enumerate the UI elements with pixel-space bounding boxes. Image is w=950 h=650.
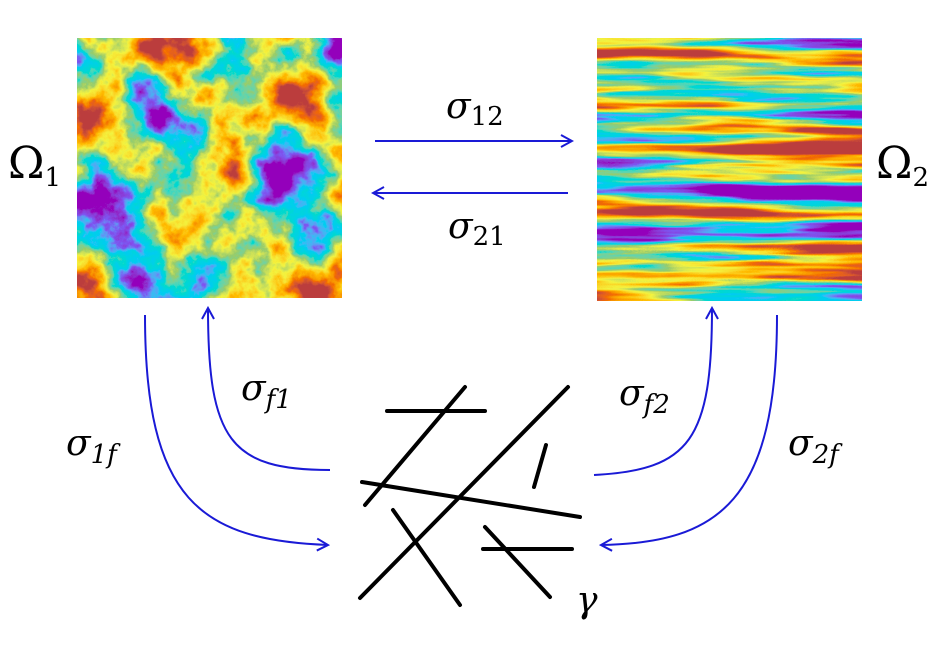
symbol: σ: [788, 423, 814, 464]
label-gamma: γ: [576, 580, 598, 621]
subscript: f1: [264, 385, 292, 415]
domain-2-field: [597, 38, 862, 301]
subscript: 21: [473, 222, 506, 252]
label-sigma12: σ12: [446, 86, 504, 132]
domain-1-field: [77, 38, 342, 298]
subscript: 1f: [91, 440, 122, 470]
fracture-network: [358, 385, 582, 607]
label-omega2: Ω2: [876, 138, 929, 193]
arrow-1f: [144, 314, 328, 545]
symbol: Ω: [876, 138, 912, 189]
label-sigma21: σ21: [448, 206, 506, 252]
symbol: σ: [448, 206, 474, 247]
label-sigma1f: σ1f: [66, 423, 121, 470]
symbol: Ω: [8, 138, 44, 189]
subscript: 2f: [812, 440, 844, 470]
symbol: σ: [241, 368, 267, 409]
arrow-f1: [208, 308, 331, 471]
subscript: 12: [471, 102, 504, 132]
subscript: 2: [912, 163, 929, 193]
symbol: σ: [446, 86, 472, 127]
arrow-2f: [601, 314, 778, 545]
label-omega1: Ω1: [8, 138, 61, 193]
label-sigma2f: σ2f: [788, 423, 843, 470]
label-sigmaf2: σf2: [619, 373, 670, 420]
symbol: σ: [66, 423, 92, 464]
subscript: 1: [44, 163, 61, 193]
arrow-f2: [593, 308, 712, 476]
subscript: f2: [642, 390, 670, 420]
symbol: σ: [619, 373, 645, 414]
label-sigmaf1: σf1: [241, 368, 292, 415]
